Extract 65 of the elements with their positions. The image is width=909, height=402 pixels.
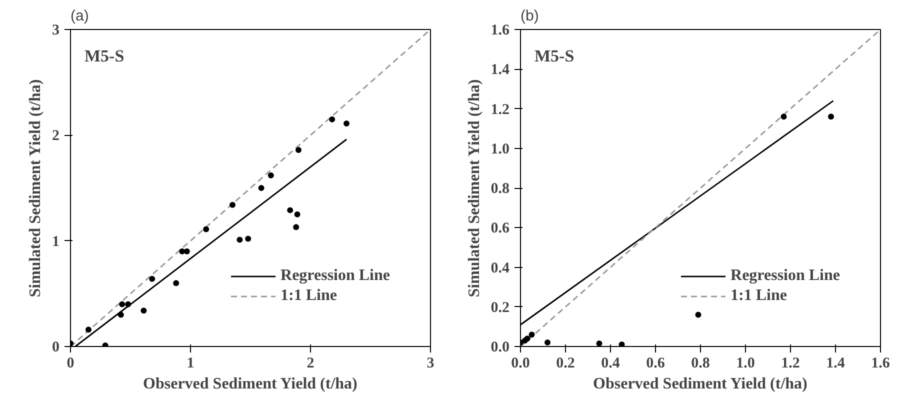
point — [125, 301, 132, 308]
legend-label: Regression Line — [280, 267, 390, 285]
x-tick-label: 1 — [186, 356, 194, 372]
point — [287, 207, 294, 214]
point — [140, 308, 147, 314]
y-tick-label: 2 — [52, 128, 60, 144]
legend-label: 1:1 Line — [730, 287, 787, 305]
point — [528, 332, 535, 338]
y-tick-label: 0.2 — [490, 300, 510, 316]
x-tick-label: 0.4 — [601, 356, 620, 372]
annotation: M5-S — [534, 46, 574, 66]
point — [344, 120, 350, 127]
point — [203, 226, 210, 232]
point — [618, 342, 625, 346]
x-tick-label: 1.0 — [736, 356, 755, 372]
x-tick-label: 1.2 — [781, 356, 800, 372]
point — [268, 172, 274, 178]
y-tick-label: 1 — [52, 234, 60, 250]
point — [329, 116, 336, 122]
point — [596, 340, 602, 346]
point — [828, 114, 834, 120]
y-axis-title: Simulated Sediment Yield (t/ha) — [27, 79, 44, 298]
x-tick-label: 0.2 — [556, 356, 575, 372]
point — [149, 276, 156, 282]
point — [544, 340, 550, 346]
point — [296, 146, 302, 153]
point — [236, 236, 243, 243]
point — [119, 301, 126, 308]
point — [258, 185, 264, 191]
point — [524, 336, 530, 342]
x-tick-label: 0.6 — [646, 356, 666, 372]
point — [118, 312, 124, 318]
point — [294, 211, 300, 218]
y-tick-label: 3 — [52, 22, 60, 38]
point — [780, 114, 787, 120]
legend-label: Regression Line — [730, 267, 840, 285]
point — [173, 280, 180, 286]
y-tick-label: 0.4 — [490, 260, 510, 276]
x-tick-label: 2 — [306, 356, 314, 372]
x-tick-label: 1.6 — [871, 356, 890, 372]
annotation: M5-S — [84, 46, 124, 66]
chart-title: (a) — [70, 8, 89, 24]
point — [230, 202, 236, 208]
x-tick-label: 1.4 — [826, 356, 846, 372]
y-tick-label: 0.6 — [490, 220, 510, 237]
y-axis-title: Simulated Sediment Yield (t/ha) — [466, 79, 483, 298]
legend-label: 1:1 Line — [280, 287, 337, 305]
point — [293, 224, 300, 230]
y-tick-label: 0 — [52, 340, 60, 356]
x-tick-label: 0.8 — [691, 356, 710, 372]
x-tick-label: 0.0 — [511, 356, 530, 372]
chart-title: (b) — [520, 8, 539, 24]
point — [695, 312, 702, 318]
point — [86, 326, 92, 333]
y-tick-label: 1.2 — [490, 102, 510, 118]
y-tick-label: 1.0 — [490, 141, 510, 158]
x-axis-title: Observed Sediment Yield (t/ha) — [593, 376, 808, 392]
y-tick-label: 1.4 — [490, 62, 510, 78]
y-tick-label: 0.8 — [490, 181, 510, 197]
point — [245, 236, 252, 242]
x-tick-label: 3 — [426, 356, 434, 372]
y-tick-label: 1.6 — [490, 22, 510, 38]
x-axis-title: Observed Sediment Yield (t/ha) — [143, 376, 358, 392]
x-tick-label: 0 — [66, 356, 74, 372]
y-tick-label: 0.0 — [490, 340, 510, 356]
